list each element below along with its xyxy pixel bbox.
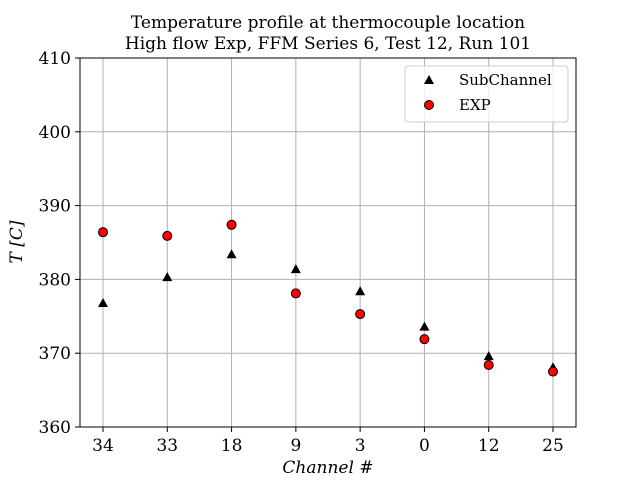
y-tick-label: 360 — [39, 418, 71, 438]
y-tick-label: 400 — [39, 123, 71, 143]
exp-point — [162, 230, 173, 241]
legend: SubChannel EXP — [404, 65, 569, 123]
axis-ticks: 34 33 18 9 3 0 12 25 360 370 380 390 400 410 — [39, 49, 564, 456]
exp-point — [419, 334, 430, 345]
subchannel-point — [355, 286, 366, 296]
exp-point — [483, 360, 494, 371]
x-tick-label: 0 — [419, 436, 430, 456]
x-tick-label: 3 — [355, 436, 366, 456]
chart-title-line-2: High flow Exp, FFM Series 6, Test 12, Ru… — [125, 34, 531, 54]
data-points — [98, 219, 558, 377]
exp-point — [226, 219, 237, 230]
subchannel-point — [419, 321, 430, 331]
legend-subchannel-label: SubChannel — [459, 71, 552, 89]
y-tick-label: 370 — [39, 344, 71, 364]
y-axis-label: T [C] — [7, 220, 27, 263]
legend-box — [404, 65, 569, 123]
exp-point — [290, 288, 301, 299]
x-tick-label: 9 — [290, 436, 301, 456]
legend-exp-label: EXP — [459, 96, 491, 114]
x-tick-label: 33 — [156, 436, 178, 456]
x-tick-label: 34 — [92, 436, 114, 456]
x-tick-label: 18 — [221, 436, 243, 456]
subchannel-point — [162, 272, 173, 282]
y-tick-label: 390 — [39, 197, 71, 217]
x-tick-label: 12 — [478, 436, 500, 456]
y-tick-label: 410 — [39, 49, 71, 69]
chart-title-line-1: Temperature profile at thermocouple loca… — [131, 13, 525, 33]
x-axis-label: Channel # — [282, 458, 373, 478]
legend-subchannel-marker — [424, 75, 434, 84]
exp-point — [98, 227, 108, 238]
exp-point — [355, 309, 366, 320]
y-tick-label: 380 — [39, 270, 71, 290]
legend-exp-marker — [424, 100, 434, 110]
x-tick-label: 25 — [542, 436, 564, 456]
subchannel-point — [483, 351, 494, 361]
plot-frame — [79, 57, 577, 428]
subchannel-point — [226, 249, 237, 259]
exp-point — [548, 366, 558, 377]
subchannel-point — [290, 264, 301, 274]
subchannel-point — [98, 298, 108, 308]
